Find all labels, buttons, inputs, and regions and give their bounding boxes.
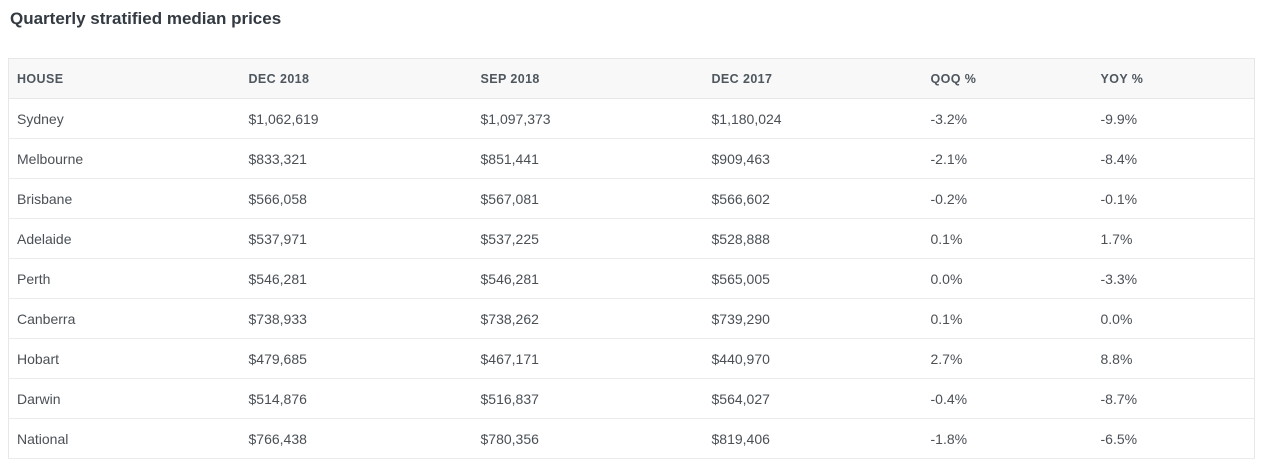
cell-yoy: -6.5%: [1092, 418, 1255, 459]
column-header-dec-2018: DEC 2018: [240, 58, 473, 99]
cell-dec-2017: $909,463: [703, 138, 923, 179]
cell-yoy: -3.3%: [1092, 258, 1255, 299]
column-header-yoy: YOY %: [1092, 58, 1255, 99]
column-header-sep-2018: SEP 2018: [472, 58, 704, 99]
cell-dec-2018: $833,321: [240, 138, 473, 179]
cell-dec-2017: $1,180,024: [703, 98, 923, 139]
cell-dec-2018: $766,438: [240, 418, 473, 459]
cell-dec-2017: $739,290: [703, 298, 923, 339]
page-title: Quarterly stratified median prices: [10, 9, 282, 28]
cell-sep-2018: $467,171: [472, 338, 704, 379]
cell-sep-2018: $567,081: [472, 178, 704, 219]
table-row: Hobart $479,685 $467,171 $440,970 2.7% 8…: [8, 338, 1255, 379]
table-row: National $766,438 $780,356 $819,406 -1.8…: [8, 418, 1255, 459]
cell-dec-2018: $537,971: [240, 218, 473, 259]
cell-sep-2018: $738,262: [472, 298, 704, 339]
cell-house: Darwin: [8, 378, 241, 419]
table-row: Canberra $738,933 $738,262 $739,290 0.1%…: [8, 298, 1255, 339]
cell-house: Brisbane: [8, 178, 241, 219]
cell-dec-2017: $819,406: [703, 418, 923, 459]
cell-qoq: -1.8%: [922, 418, 1093, 459]
column-header-house: HOUSE: [8, 58, 241, 99]
column-header-qoq: QOQ %: [922, 58, 1093, 99]
cell-dec-2017: $564,027: [703, 378, 923, 419]
table-header-row: HOUSE DEC 2018 SEP 2018 DEC 2017 QOQ % Y…: [8, 58, 1255, 99]
cell-dec-2018: $738,933: [240, 298, 473, 339]
cell-qoq: 0.0%: [922, 258, 1093, 299]
cell-house: Melbourne: [8, 138, 241, 179]
cell-house: Adelaide: [8, 218, 241, 259]
cell-dec-2018: $1,062,619: [240, 98, 473, 139]
cell-yoy: 8.8%: [1092, 338, 1255, 379]
cell-house: Canberra: [8, 298, 241, 339]
cell-qoq: -0.2%: [922, 178, 1093, 219]
stratified-median-prices-table: HOUSE DEC 2018 SEP 2018 DEC 2017 QOQ % Y…: [8, 58, 1255, 459]
column-header-dec-2017: DEC 2017: [703, 58, 923, 99]
cell-dec-2017: $565,005: [703, 258, 923, 299]
cell-house: Sydney: [8, 98, 241, 139]
cell-dec-2018: $546,281: [240, 258, 473, 299]
cell-dec-2018: $566,058: [240, 178, 473, 219]
cell-yoy: 1.7%: [1092, 218, 1255, 259]
cell-yoy: -8.4%: [1092, 138, 1255, 179]
table-row: Adelaide $537,971 $537,225 $528,888 0.1%…: [8, 218, 1255, 259]
cell-qoq: 0.1%: [922, 218, 1093, 259]
cell-house: Hobart: [8, 338, 241, 379]
cell-qoq: 0.1%: [922, 298, 1093, 339]
cell-sep-2018: $1,097,373: [472, 98, 704, 139]
cell-house: National: [8, 418, 241, 459]
cell-sep-2018: $546,281: [472, 258, 704, 299]
cell-yoy: -9.9%: [1092, 98, 1255, 139]
table-row: Brisbane $566,058 $567,081 $566,602 -0.2…: [8, 178, 1255, 219]
table-row: Perth $546,281 $546,281 $565,005 0.0% -3…: [8, 258, 1255, 299]
table-row: Sydney $1,062,619 $1,097,373 $1,180,024 …: [8, 98, 1255, 139]
table-row: Melbourne $833,321 $851,441 $909,463 -2.…: [8, 138, 1255, 179]
cell-dec-2017: $440,970: [703, 338, 923, 379]
cell-qoq: -2.1%: [922, 138, 1093, 179]
cell-sep-2018: $780,356: [472, 418, 704, 459]
cell-dec-2017: $566,602: [703, 178, 923, 219]
cell-dec-2017: $528,888: [703, 218, 923, 259]
cell-qoq: -0.4%: [922, 378, 1093, 419]
cell-dec-2018: $514,876: [240, 378, 473, 419]
cell-qoq: -3.2%: [922, 98, 1093, 139]
cell-house: Perth: [8, 258, 241, 299]
cell-sep-2018: $851,441: [472, 138, 704, 179]
cell-yoy: -8.7%: [1092, 378, 1255, 419]
cell-sep-2018: $516,837: [472, 378, 704, 419]
cell-qoq: 2.7%: [922, 338, 1093, 379]
cell-sep-2018: $537,225: [472, 218, 704, 259]
table-row: Darwin $514,876 $516,837 $564,027 -0.4% …: [8, 378, 1255, 419]
cell-dec-2018: $479,685: [240, 338, 473, 379]
cell-yoy: 0.0%: [1092, 298, 1255, 339]
cell-yoy: -0.1%: [1092, 178, 1255, 219]
